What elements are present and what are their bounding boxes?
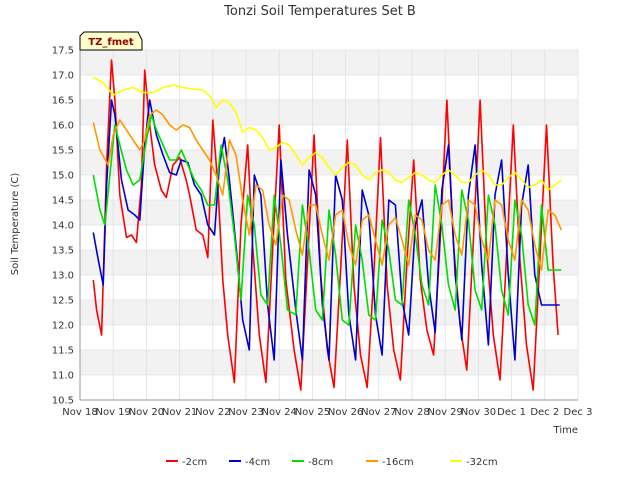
series-line--32cm xyxy=(92,76,562,191)
background-band xyxy=(80,250,578,275)
x-tick-label: Nov 26 xyxy=(328,407,363,418)
chart-title: Tonzi Soil Temperatures Set B xyxy=(223,4,416,19)
legend-item--2cm: -2cm xyxy=(166,457,207,468)
legend-item--32cm: -32cm xyxy=(450,457,498,468)
x-tick-label: Nov 19 xyxy=(95,407,130,418)
y-tick-label: 13.5 xyxy=(52,246,74,257)
y-tick-label: 14.0 xyxy=(52,221,74,232)
tag-box: TZ_fmet xyxy=(79,31,143,51)
background-band xyxy=(80,300,578,325)
x-tick-label: Dec 3 xyxy=(564,407,593,418)
y-tick-label: 16.0 xyxy=(52,121,74,132)
tag-label: TZ_fmet xyxy=(88,37,134,48)
x-tick-label: Dec 2 xyxy=(530,407,559,418)
x-tick-label: Nov 23 xyxy=(228,407,263,418)
y-tick-label: 15.0 xyxy=(52,171,74,182)
legend-label: -16cm xyxy=(382,457,414,468)
series-line--2cm xyxy=(92,59,559,391)
series-line--8cm xyxy=(92,114,562,326)
y-tick-label: 10.5 xyxy=(52,396,74,407)
x-tick-label: Nov 25 xyxy=(295,407,330,418)
y-tick-label: 11.5 xyxy=(52,346,74,357)
series-line--16cm xyxy=(92,109,563,271)
y-tick-label: 13.0 xyxy=(52,271,74,282)
background-band xyxy=(80,50,578,75)
legend-label: -4cm xyxy=(245,457,270,468)
y-tick-label: 16.5 xyxy=(52,96,74,107)
x-tick-label: Nov 29 xyxy=(427,407,462,418)
x-tick-label: Nov 27 xyxy=(361,407,396,418)
x-tick-label: Nov 22 xyxy=(195,407,230,418)
legend-item--4cm: -4cm xyxy=(229,457,270,468)
legend-label: -8cm xyxy=(308,457,333,468)
x-tick-label: Nov 30 xyxy=(461,407,496,418)
x-tick-label: Nov 21 xyxy=(162,407,197,418)
x-tick-label: Nov 18 xyxy=(62,407,97,418)
legend-label: -32cm xyxy=(466,457,498,468)
legend-item--16cm: -16cm xyxy=(366,457,414,468)
x-axis-label: Time xyxy=(553,425,578,436)
y-tick-label: 17.5 xyxy=(52,46,74,57)
y-tick-label: 14.5 xyxy=(52,196,74,207)
x-tick-label: Nov 24 xyxy=(261,407,296,418)
y-tick-label: 17.0 xyxy=(52,71,74,82)
x-tick-label: Nov 28 xyxy=(394,407,429,418)
y-tick-label: 12.0 xyxy=(52,321,74,332)
y-tick-label: 15.5 xyxy=(52,146,74,157)
background-band xyxy=(80,100,578,125)
y-tick-label: 12.5 xyxy=(52,296,74,307)
x-tick-label: Nov 20 xyxy=(129,407,164,418)
y-tick-label: 11.0 xyxy=(52,371,74,382)
x-tick-label: Dec 1 xyxy=(497,407,526,418)
legend-label: -2cm xyxy=(182,457,207,468)
legend-item--8cm: -8cm xyxy=(292,457,333,468)
legend: -2cm -4cm -8cm -16cm -32cm xyxy=(166,457,498,468)
y-axis-label: Soil Temperature (C) xyxy=(10,173,21,276)
